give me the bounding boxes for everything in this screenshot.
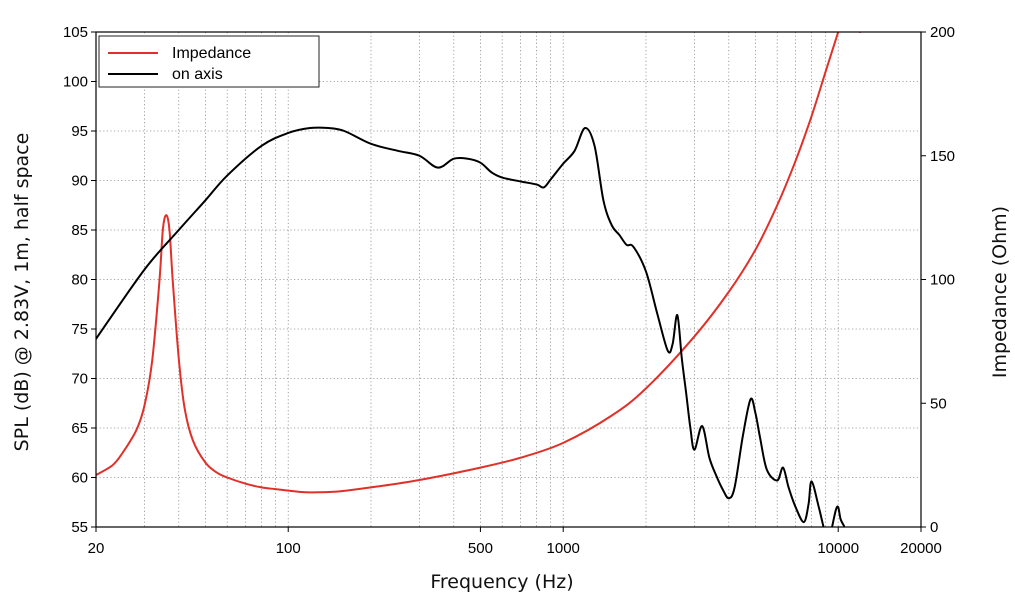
y-tick-label: 85: [71, 222, 88, 239]
y-axis-title: SPL (dB) @ 2.83V, 1m, half space: [11, 133, 33, 452]
legend-box: [98, 35, 320, 88]
y2-tick-label: 200: [930, 24, 955, 41]
y-tick-label: 80: [71, 272, 88, 289]
curves: [96, 32, 861, 527]
legend-label-on-axis: on axis: [172, 66, 223, 83]
y2-tick-label: 150: [930, 148, 955, 165]
legend: Impedance on axis: [98, 35, 320, 88]
ticks: 20 100 500 1000 10000 20000556065707580859095…: [63, 24, 955, 557]
x-tick-label: 1000: [547, 540, 580, 557]
series-line-on-axis: [96, 126, 846, 527]
y-tick-label: 105: [63, 24, 88, 41]
x-tick-label: 10000: [817, 540, 859, 557]
y-tick-label: 65: [71, 420, 88, 437]
y2-tick-label: 50: [930, 395, 947, 412]
x-axis-title: Frequency (Hz): [430, 571, 573, 593]
x-tick-label: 500: [468, 540, 493, 557]
y2-tick-label: 0: [930, 519, 938, 536]
y-tick-label: 70: [71, 371, 88, 388]
series-line-impedance: [96, 32, 861, 494]
x-tick-label: 20000: [900, 540, 942, 557]
y-tick-label: 75: [71, 321, 88, 338]
y-tick-label: 55: [71, 519, 88, 536]
x-tick-label: 20: [88, 540, 105, 557]
y-tick-label: 60: [71, 470, 88, 487]
x-tick-label: 100: [276, 540, 301, 557]
y2-axis-title: Impedance (Ohm): [989, 206, 1011, 378]
y2-tick-label: 100: [930, 272, 955, 289]
y-tick-label: 90: [71, 173, 88, 190]
plot-background: [96, 32, 921, 527]
y-tick-label: 95: [71, 123, 88, 140]
y-tick-label: 100: [63, 74, 88, 91]
legend-label-impedance: Impedance: [172, 45, 251, 62]
